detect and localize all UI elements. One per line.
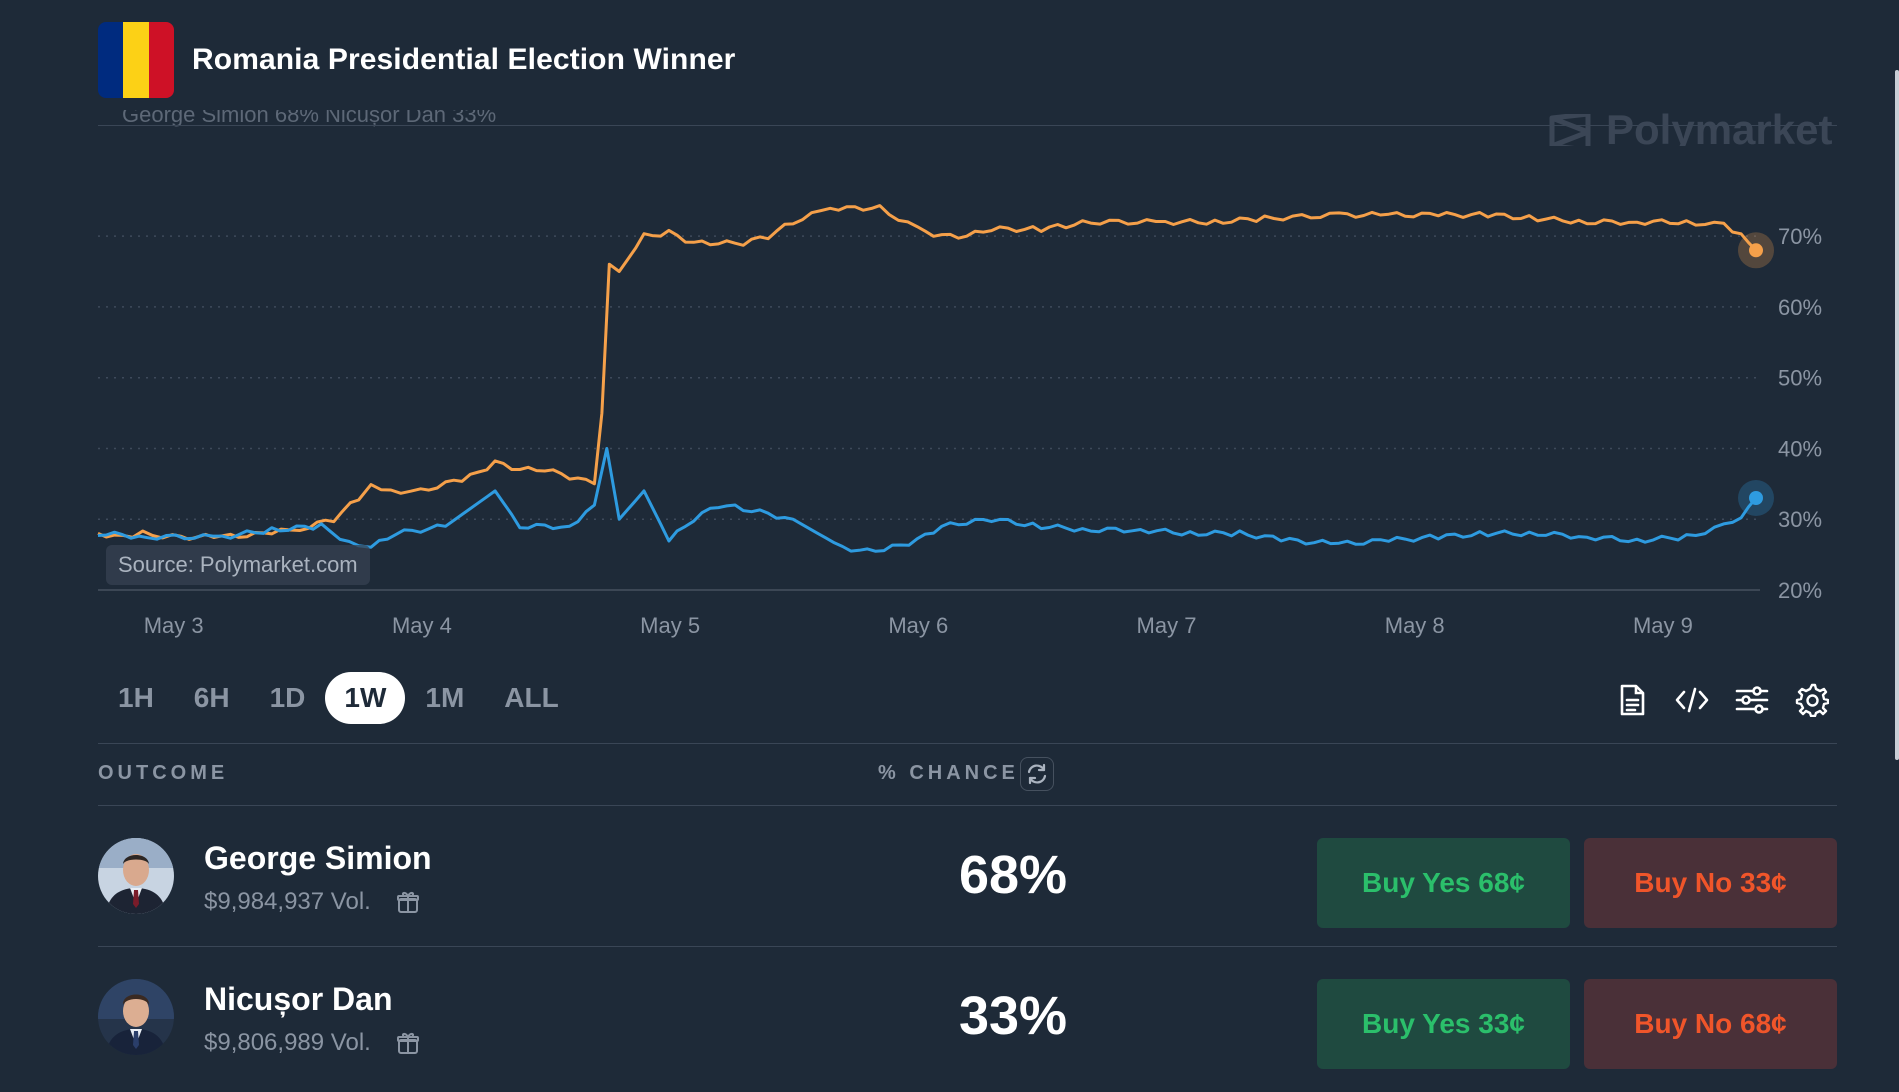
volume-text: $9,984,937 Vol. — [204, 888, 371, 915]
document-icon[interactable] — [1612, 680, 1652, 720]
outcome-row[interactable]: George Simion $9,984,937 Vol. 68% Buy Ye… — [98, 806, 1837, 946]
flag-stripe-yellow — [123, 22, 149, 98]
volume-text: $9,806,989 Vol. — [204, 1029, 371, 1056]
buy-no-button[interactable]: Buy No 68¢ — [1584, 979, 1837, 1069]
source-badge: Source: Polymarket.com — [106, 545, 370, 585]
price-history-chart[interactable]: 20% 30% 40% 50% 60% 70% May 3 May 4 May 5 May 6 Ma… — [0, 0, 1899, 660]
buy-yes-button[interactable]: Buy Yes 68¢ — [1317, 838, 1570, 928]
table-header-divider — [98, 805, 1837, 806]
outcome-volume: $9,984,937 Vol. — [204, 888, 421, 916]
settings-gear-icon[interactable] — [1792, 680, 1832, 720]
x-tick-label: May 8 — [1385, 613, 1445, 638]
outcome-volume: $9,806,989 Vol. — [204, 1029, 421, 1057]
y-tick-label: 50% — [1778, 366, 1822, 391]
x-tick-label: May 3 — [144, 613, 204, 638]
series-line-2 — [97, 447, 1758, 553]
time-range-all[interactable]: ALL — [504, 682, 559, 713]
outcome-row[interactable]: Nicușor Dan $9,806,989 Vol. 33% Buy Yes … — [98, 947, 1837, 1087]
x-tick-label: May 6 — [888, 613, 948, 638]
row-divider — [98, 946, 1837, 947]
polymarket-watermark: Polymarket — [1548, 106, 1832, 146]
polymarket-logo-icon — [1549, 114, 1591, 146]
x-tick-label: May 7 — [1137, 613, 1197, 638]
outcome-name[interactable]: George Simion — [204, 840, 432, 876]
chance-column-header: % CHANCE — [878, 762, 1019, 784]
gift-icon[interactable] — [395, 889, 421, 915]
chart-legend: George Simion 68% Nicușor Dan 33% — [122, 110, 497, 127]
outcome-column-header: OUTCOME — [98, 762, 229, 784]
market-title: Romania Presidential Election Winner — [192, 43, 736, 76]
series-end-point[interactable] — [1749, 243, 1763, 258]
y-tick-label: 70% — [1778, 224, 1822, 249]
avatar — [98, 838, 174, 914]
time-range-1h[interactable]: 1H — [118, 682, 154, 713]
romania-flag-icon — [98, 22, 174, 98]
outcome-name[interactable]: Nicușor Dan — [204, 981, 393, 1017]
time-range-6h[interactable]: 6H — [193, 682, 230, 713]
outcome-chance: 33% — [958, 986, 1068, 1046]
header-divider — [98, 125, 1837, 126]
tools-divider — [98, 743, 1837, 744]
flag-stripe-red — [148, 22, 174, 98]
y-tick-label: 20% — [1778, 578, 1822, 603]
x-tick-label: May 9 — [1633, 613, 1693, 638]
chart-tools — [1612, 680, 1832, 720]
filters-icon[interactable] — [1732, 680, 1772, 720]
y-tick-label: 30% — [1778, 507, 1822, 532]
buy-yes-button[interactable]: Buy Yes 33¢ — [1317, 979, 1570, 1069]
y-tick-label: 60% — [1778, 295, 1822, 320]
x-tick-label: May 5 — [640, 613, 700, 638]
gift-icon[interactable] — [395, 1030, 421, 1056]
series-end-point[interactable] — [1749, 491, 1763, 505]
market-header: Romania Presidential Election Winner — [98, 22, 735, 98]
refresh-icon[interactable] — [1020, 757, 1054, 791]
buy-no-button[interactable]: Buy No 33¢ — [1584, 838, 1837, 928]
time-range-selector: 1H 6H 1D 1W 1M ALL — [98, 672, 579, 724]
scrollbar[interactable] — [1895, 70, 1899, 760]
outcome-chance: 68% — [958, 845, 1068, 905]
embed-code-icon[interactable] — [1672, 680, 1712, 720]
series-line-1 — [97, 204, 1758, 541]
flag-stripe-blue — [98, 22, 124, 98]
time-range-1d[interactable]: 1D — [269, 682, 306, 713]
watermark-text: Polymarket — [1606, 106, 1833, 146]
x-tick-label: May 4 — [392, 613, 452, 638]
time-range-1w[interactable]: 1W — [325, 672, 406, 724]
avatar — [98, 979, 174, 1055]
time-range-1m[interactable]: 1M — [425, 682, 465, 713]
y-tick-label: 40% — [1778, 436, 1822, 461]
